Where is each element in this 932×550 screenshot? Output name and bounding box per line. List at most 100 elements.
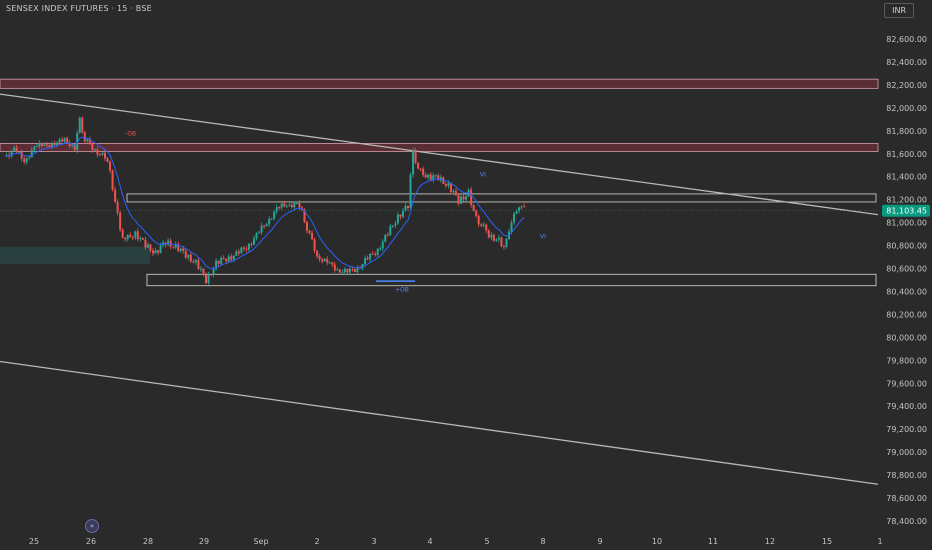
candle	[252, 238, 255, 245]
currency-button[interactable]: INR	[884, 3, 914, 18]
x-tick-label: 2	[314, 537, 319, 546]
candle	[278, 207, 281, 209]
y-tick-label: 79,600.00	[886, 379, 927, 388]
candle	[61, 139, 64, 142]
x-tick-label: 1	[877, 537, 882, 546]
price-axis[interactable]: 82,600.00 82,400.00 82,200.00 82,000.00 81,8…	[886, 35, 927, 526]
candle	[68, 142, 71, 147]
candle	[384, 234, 387, 242]
candle	[91, 143, 94, 151]
candle	[475, 210, 478, 216]
candle	[265, 224, 268, 227]
candle	[490, 234, 493, 238]
candle	[258, 232, 261, 234]
candle	[477, 215, 480, 225]
candle	[88, 139, 91, 144]
candle	[295, 203, 298, 205]
candle	[192, 261, 195, 263]
candle	[225, 259, 228, 262]
candle	[144, 239, 147, 248]
candle	[242, 247, 245, 249]
x-tick-label: Sep	[253, 537, 268, 546]
candle	[104, 152, 106, 159]
candle	[346, 268, 349, 273]
candle	[353, 269, 356, 272]
candle	[187, 254, 190, 258]
x-tick-label: 28	[143, 537, 153, 546]
candle	[361, 264, 364, 269]
candle	[230, 256, 233, 260]
time-axis[interactable]: 25 26 28 29 Sep 2 3 4 5 8 9 10 11 12 15 1	[29, 537, 883, 546]
candle	[255, 233, 258, 239]
x-tick-label: 11	[708, 537, 718, 546]
candle	[396, 214, 399, 224]
candle	[492, 234, 495, 241]
candle	[424, 174, 427, 178]
candle	[374, 253, 377, 255]
candle	[98, 154, 101, 156]
candle	[217, 260, 220, 264]
candle	[136, 231, 139, 240]
candle	[414, 150, 417, 163]
candle	[298, 203, 301, 208]
candle	[419, 168, 422, 170]
candle	[497, 237, 500, 240]
candle	[177, 244, 180, 252]
candle	[56, 142, 59, 145]
candle	[331, 262, 334, 265]
candle	[336, 269, 339, 271]
candle	[280, 203, 283, 208]
x-tick-label: 10	[652, 537, 662, 546]
y-tick-label: 82,000.00	[886, 104, 927, 113]
candle	[245, 248, 248, 250]
candle	[290, 204, 293, 208]
candle	[263, 225, 266, 227]
navigation-icon[interactable]: »	[85, 519, 99, 533]
candle	[356, 267, 359, 272]
candle	[351, 268, 354, 270]
candle	[323, 258, 326, 262]
candle	[30, 149, 33, 158]
moving-average-line	[6, 136, 525, 270]
candle	[18, 151, 21, 153]
x-tick-label: 25	[29, 537, 39, 546]
candle	[53, 143, 56, 145]
candle	[50, 143, 53, 148]
y-tick-label: 81,000.00	[886, 219, 927, 228]
candle	[109, 161, 112, 171]
candle	[371, 253, 374, 255]
y-tick-label: 79,000.00	[886, 448, 927, 457]
candle	[220, 257, 223, 264]
candle	[58, 139, 61, 143]
candle	[434, 175, 437, 177]
candle	[465, 196, 468, 200]
last-price-label: 81,103.45	[886, 207, 927, 216]
y-tick-label: 81,400.00	[886, 173, 927, 182]
candle	[429, 174, 432, 180]
candle	[472, 204, 475, 211]
candle	[114, 189, 117, 203]
candle	[313, 239, 316, 251]
candle	[73, 144, 76, 151]
candle	[341, 272, 344, 274]
candle	[139, 237, 142, 240]
y-tick-label: 82,400.00	[886, 58, 927, 67]
x-tick-label: 29	[199, 537, 209, 546]
candle	[487, 230, 490, 238]
candle	[250, 243, 253, 245]
candle	[391, 225, 394, 227]
candle	[63, 138, 66, 142]
candle	[520, 206, 523, 208]
y-tick-label: 79,400.00	[886, 402, 927, 411]
candle	[417, 162, 420, 169]
candle	[25, 157, 28, 163]
candle	[303, 209, 306, 223]
annotation-label: VI	[540, 234, 546, 241]
x-tick-label: 15	[822, 537, 832, 546]
candle	[399, 214, 402, 217]
candle	[343, 268, 346, 273]
candle	[462, 196, 465, 200]
x-tick-label: 8	[540, 537, 545, 546]
